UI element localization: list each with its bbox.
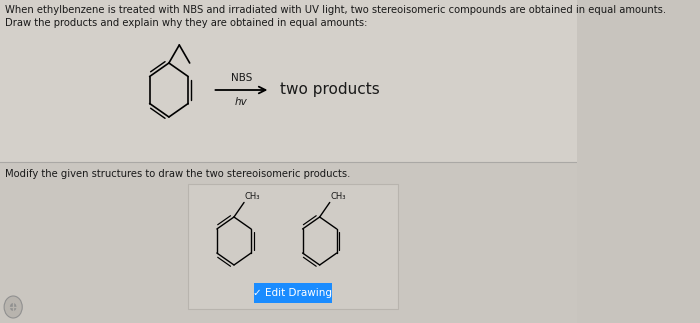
Circle shape (4, 296, 22, 318)
Text: CH₃: CH₃ (245, 193, 260, 202)
Text: Draw the products and explain why they are obtained in equal amounts:: Draw the products and explain why they a… (5, 18, 368, 28)
Bar (0, 162, 577, 323)
Circle shape (10, 303, 17, 311)
Text: When ethylbenzene is treated with NBS and irradiated with UV light, two stereois: When ethylbenzene is treated with NBS an… (5, 5, 666, 15)
Text: hv: hv (235, 97, 248, 107)
Bar (254, 283, 332, 303)
Bar (188, 184, 398, 309)
Text: CH₃: CH₃ (330, 193, 346, 202)
Text: ✓ Edit Drawing: ✓ Edit Drawing (253, 288, 332, 298)
Text: NBS: NBS (231, 73, 252, 83)
Bar (0, 0, 577, 162)
Text: Modify the given structures to draw the two stereoisomeric products.: Modify the given structures to draw the … (5, 169, 350, 179)
Text: two products: two products (280, 81, 380, 97)
